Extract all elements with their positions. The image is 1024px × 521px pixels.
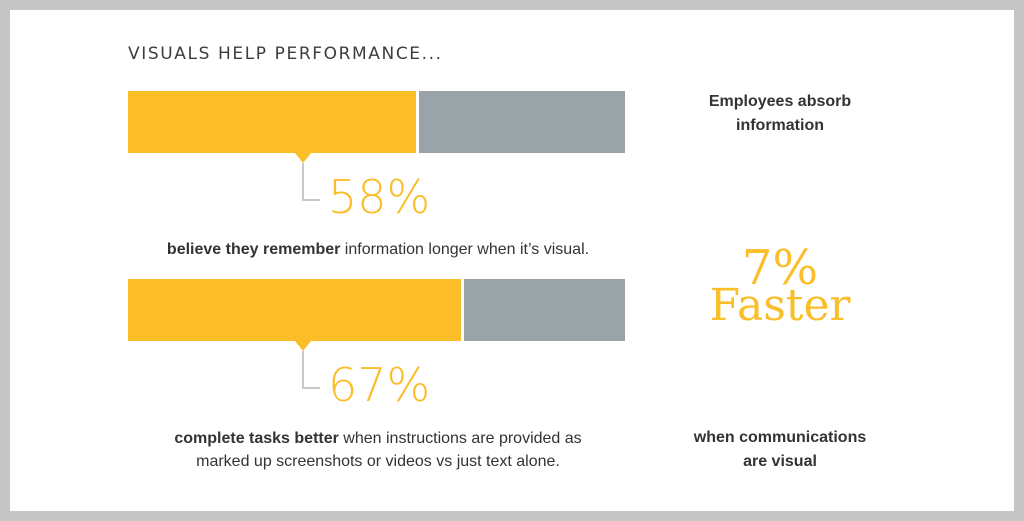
side-top-line1: Employees absorb: [708, 93, 852, 110]
side-bottom-text: when communications are visual: [650, 426, 910, 474]
bar-remainder-1: [419, 91, 625, 153]
side-top-text: Employees absorb information: [650, 90, 910, 138]
side-bottom-line1: when communications: [693, 429, 867, 446]
stat-caption-2-rest: when instructions are provided as: [338, 430, 582, 447]
stat-caption-2-bold: complete tasks better: [174, 430, 339, 447]
bar-remainder-2: [464, 279, 625, 341]
side-bottom-line2: are visual: [743, 453, 817, 470]
side-top-line2: information: [736, 117, 824, 134]
side-stat-value: 7%: [741, 240, 819, 296]
bar-pointer-1: [295, 153, 311, 163]
percent-label-1: 58%: [328, 170, 431, 224]
bar-connector-2: [302, 351, 320, 389]
stat-caption-2-line2: marked up screenshots or videos vs just …: [196, 453, 560, 471]
stat-caption-1: believe they remember information longer…: [128, 238, 628, 261]
bar-pointer-2: [295, 341, 311, 351]
stat-caption-1-rest: information longer when it’s visual.: [340, 241, 590, 258]
side-stat-word: Faster: [709, 280, 851, 331]
stat-caption-1-bold: believe they remember: [166, 241, 341, 258]
percent-label-2: 67%: [328, 358, 431, 412]
bar-chart: [128, 91, 625, 389]
infographic-card: VISUALS HELP PERFORMANCE... 58% 67% beli…: [10, 10, 1014, 511]
bar-connector-1: [302, 163, 320, 201]
bar-filled-1: [128, 91, 416, 153]
bar-filled-2: [128, 279, 461, 341]
infographic-title: VISUALS HELP PERFORMANCE...: [128, 44, 443, 64]
stat-caption-2: complete tasks better when instructions …: [128, 427, 628, 473]
